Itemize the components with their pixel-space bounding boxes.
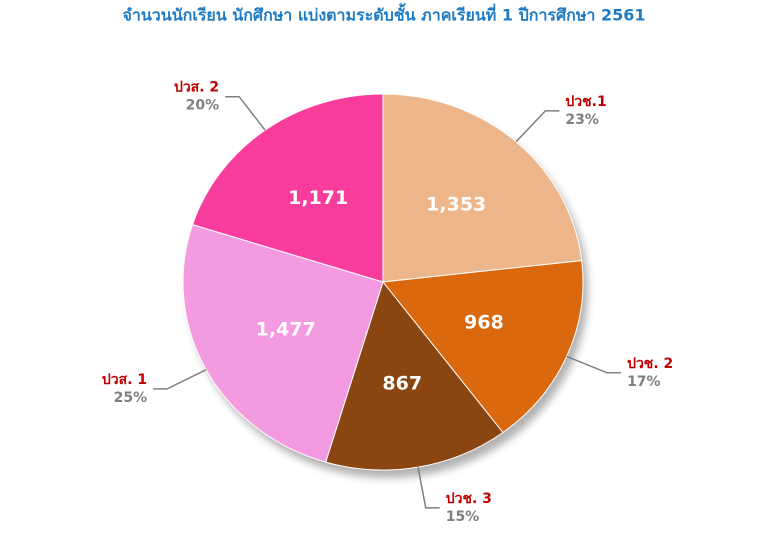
leader-line <box>153 368 207 390</box>
value-label: 867 <box>382 372 422 394</box>
percent-label: 15% <box>446 509 480 525</box>
pie-slice <box>382 93 583 283</box>
value-label: 1,477 <box>256 319 316 341</box>
percent-label: 17% <box>627 374 661 390</box>
leader-line <box>566 355 622 374</box>
category-label: ปวช.1 <box>565 94 606 110</box>
pie-slice <box>382 260 584 434</box>
pie-slice <box>325 280 504 471</box>
value-label: 1,353 <box>426 193 486 215</box>
value-label: 1,171 <box>288 187 348 209</box>
category-label: ปวช. 3 <box>446 491 492 507</box>
value-label: 968 <box>464 311 504 333</box>
category-label: ปวส. 1 <box>102 372 147 388</box>
percent-label: 23% <box>565 112 599 128</box>
leader-line <box>515 110 560 143</box>
percent-label: 25% <box>114 390 148 406</box>
leader-line <box>225 95 266 131</box>
leader-line <box>417 466 440 509</box>
chart-title: จำนวนนักเรียน นักศึกษา แบ่งตามระดับชั้น … <box>123 3 646 25</box>
pie-slice <box>182 224 384 463</box>
percent-label: 20% <box>186 98 220 114</box>
category-label: ปวส. 2 <box>174 80 219 96</box>
category-label: ปวช. 2 <box>627 356 673 372</box>
